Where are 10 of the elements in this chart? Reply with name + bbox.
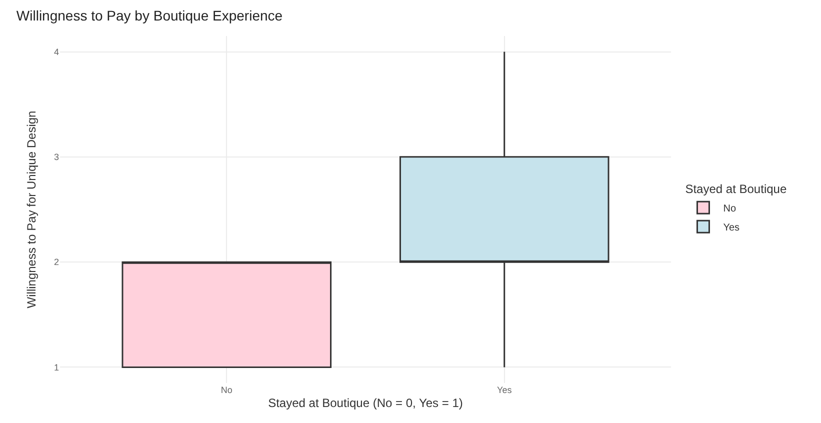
legend-label: No: [723, 204, 736, 214]
y-tick-label: 3: [54, 152, 59, 162]
y-axis-title: Willingness to Pay for Unique Design: [24, 110, 38, 308]
legend-label: Yes: [723, 222, 740, 234]
chart-title: Willingness to Pay by Boutique Experience: [16, 7, 283, 24]
y-tick-label: 4: [54, 46, 59, 57]
x-axis-title: Stayed at Boutique (No = 0, Yes = 1): [268, 396, 463, 410]
y-tick-label: 1: [54, 362, 59, 372]
y-tick-label: 2: [54, 257, 59, 268]
legend-title: Stayed at Boutique: [685, 182, 787, 196]
